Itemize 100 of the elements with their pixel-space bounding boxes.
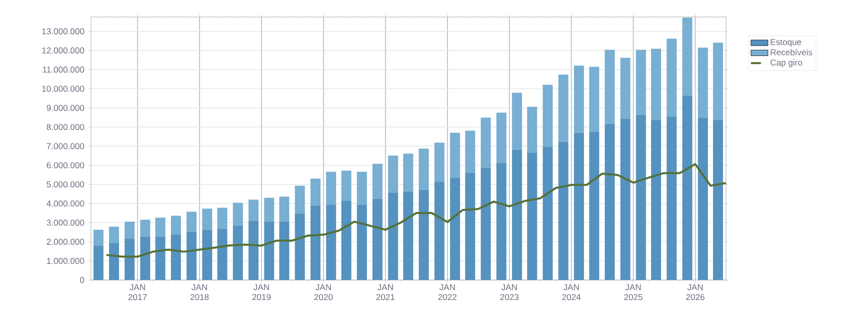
x-tick-label: JAN 2026 bbox=[686, 284, 704, 300]
y-tick-label: 0 bbox=[80, 276, 84, 284]
bar bbox=[109, 242, 120, 280]
bar bbox=[372, 198, 382, 280]
bar bbox=[434, 182, 444, 280]
y-tick-label: 12.000.000 bbox=[42, 47, 84, 54]
bar bbox=[512, 92, 522, 150]
bar bbox=[388, 192, 398, 280]
bar bbox=[279, 222, 290, 280]
bar bbox=[186, 212, 197, 232]
y-tick-label: 7.000.000 bbox=[46, 143, 84, 150]
bar bbox=[682, 96, 692, 280]
bar bbox=[713, 120, 724, 280]
bar bbox=[217, 228, 228, 280]
bar bbox=[713, 42, 724, 120]
bar bbox=[465, 172, 476, 280]
bar bbox=[666, 38, 677, 117]
x-tick-label: JAN 2021 bbox=[376, 284, 395, 300]
bar bbox=[682, 18, 692, 96]
bar bbox=[140, 220, 150, 237]
bar bbox=[264, 198, 274, 222]
line-series bbox=[105, 163, 726, 258]
bar bbox=[217, 208, 228, 229]
bar bbox=[294, 186, 305, 214]
bar bbox=[155, 236, 166, 280]
bar bbox=[124, 238, 135, 280]
bar bbox=[341, 170, 352, 201]
x-tick-label: JAN 2025 bbox=[624, 284, 642, 300]
bar bbox=[403, 154, 414, 192]
bar bbox=[558, 142, 568, 280]
y-tick-label: 10.000.000 bbox=[42, 86, 84, 92]
bar bbox=[651, 48, 662, 120]
bar bbox=[341, 200, 352, 280]
bar bbox=[620, 58, 630, 119]
bar bbox=[232, 202, 243, 226]
x-tick-label: JAN 2023 bbox=[500, 284, 519, 300]
bar bbox=[480, 118, 491, 168]
bar bbox=[202, 208, 212, 230]
bar bbox=[170, 234, 181, 280]
x-tick-label: JAN 2019 bbox=[252, 284, 271, 300]
bar bbox=[294, 214, 305, 280]
bar bbox=[527, 106, 538, 153]
y-tick-label: 2.000.000 bbox=[46, 238, 84, 245]
legend-label: Estoque bbox=[770, 39, 802, 47]
bar bbox=[558, 74, 568, 142]
bar bbox=[465, 130, 476, 173]
bar bbox=[202, 230, 212, 280]
y-tick-label: 6.000.000 bbox=[46, 162, 84, 168]
x-tick-label: JAN 2022 bbox=[438, 284, 456, 300]
bar bbox=[326, 172, 336, 205]
bar bbox=[403, 192, 414, 280]
bar bbox=[450, 132, 460, 178]
bar bbox=[170, 216, 181, 235]
bar bbox=[604, 50, 615, 124]
x-tick-label: JAN 2020 bbox=[314, 284, 333, 300]
y-tick-label: 8.000.000 bbox=[46, 124, 84, 130]
bar bbox=[388, 156, 398, 193]
bar bbox=[604, 124, 615, 280]
legend-label: Cap giro bbox=[770, 59, 802, 68]
bar bbox=[496, 112, 506, 163]
bar bbox=[356, 204, 367, 280]
bar bbox=[356, 172, 367, 205]
bar bbox=[109, 226, 120, 243]
bar bbox=[418, 190, 429, 280]
bar bbox=[264, 222, 274, 280]
bar bbox=[310, 178, 320, 206]
bar bbox=[434, 142, 444, 182]
x-tick-label: JAN 2017 bbox=[128, 284, 147, 300]
bar bbox=[698, 118, 708, 280]
bar bbox=[589, 66, 600, 132]
y-tick-label: 11.000.000 bbox=[42, 66, 84, 73]
bar bbox=[651, 120, 662, 280]
bar bbox=[326, 204, 336, 280]
bar bbox=[186, 232, 197, 280]
bar bbox=[248, 220, 259, 280]
bar bbox=[310, 206, 320, 280]
bar bbox=[279, 196, 290, 222]
bar bbox=[589, 132, 600, 280]
x-tick-label: JAN 2018 bbox=[190, 284, 209, 300]
bar bbox=[93, 246, 104, 280]
legend-label: Recebíveis bbox=[770, 48, 812, 56]
bar bbox=[372, 164, 382, 199]
y-tick-label: 4.000.000 bbox=[46, 200, 84, 207]
bar bbox=[636, 50, 646, 115]
bar bbox=[248, 200, 259, 221]
y-tick-label: 5.000.000 bbox=[46, 181, 84, 188]
bar bbox=[542, 146, 553, 280]
bar bbox=[496, 162, 506, 280]
bar bbox=[542, 84, 553, 147]
y-tick-label: 13.000.000 bbox=[42, 28, 84, 34]
bar bbox=[527, 152, 538, 280]
bar bbox=[698, 48, 708, 118]
y-tick-label: 9.000.000 bbox=[46, 104, 84, 111]
bar bbox=[666, 116, 677, 280]
bar bbox=[232, 226, 243, 280]
bar bbox=[636, 114, 646, 280]
bar bbox=[450, 178, 460, 280]
x-tick-label: JAN 2024 bbox=[562, 284, 581, 300]
bar bbox=[418, 148, 429, 190]
bar bbox=[512, 150, 522, 280]
